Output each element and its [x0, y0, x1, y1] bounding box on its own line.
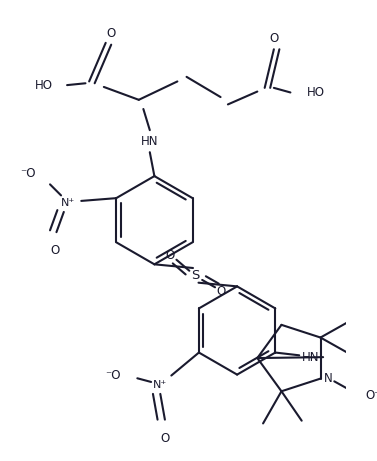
Text: S: S: [192, 269, 200, 282]
Text: N⁺: N⁺: [61, 198, 75, 208]
Text: HN: HN: [302, 351, 319, 364]
Text: HO: HO: [307, 86, 325, 99]
Text: ⁻O: ⁻O: [20, 167, 35, 180]
Text: O: O: [50, 244, 59, 257]
Text: O⁻: O⁻: [366, 389, 377, 402]
Text: O: O: [269, 32, 279, 45]
Text: HO: HO: [34, 79, 52, 92]
Text: N: N: [323, 372, 332, 385]
Text: O: O: [217, 285, 226, 298]
Text: O: O: [166, 248, 175, 262]
Text: O: O: [160, 431, 170, 444]
Text: N⁺: N⁺: [153, 380, 167, 390]
Text: HN: HN: [141, 135, 159, 148]
Text: O: O: [107, 27, 116, 40]
Text: ⁻O: ⁻O: [105, 369, 121, 382]
